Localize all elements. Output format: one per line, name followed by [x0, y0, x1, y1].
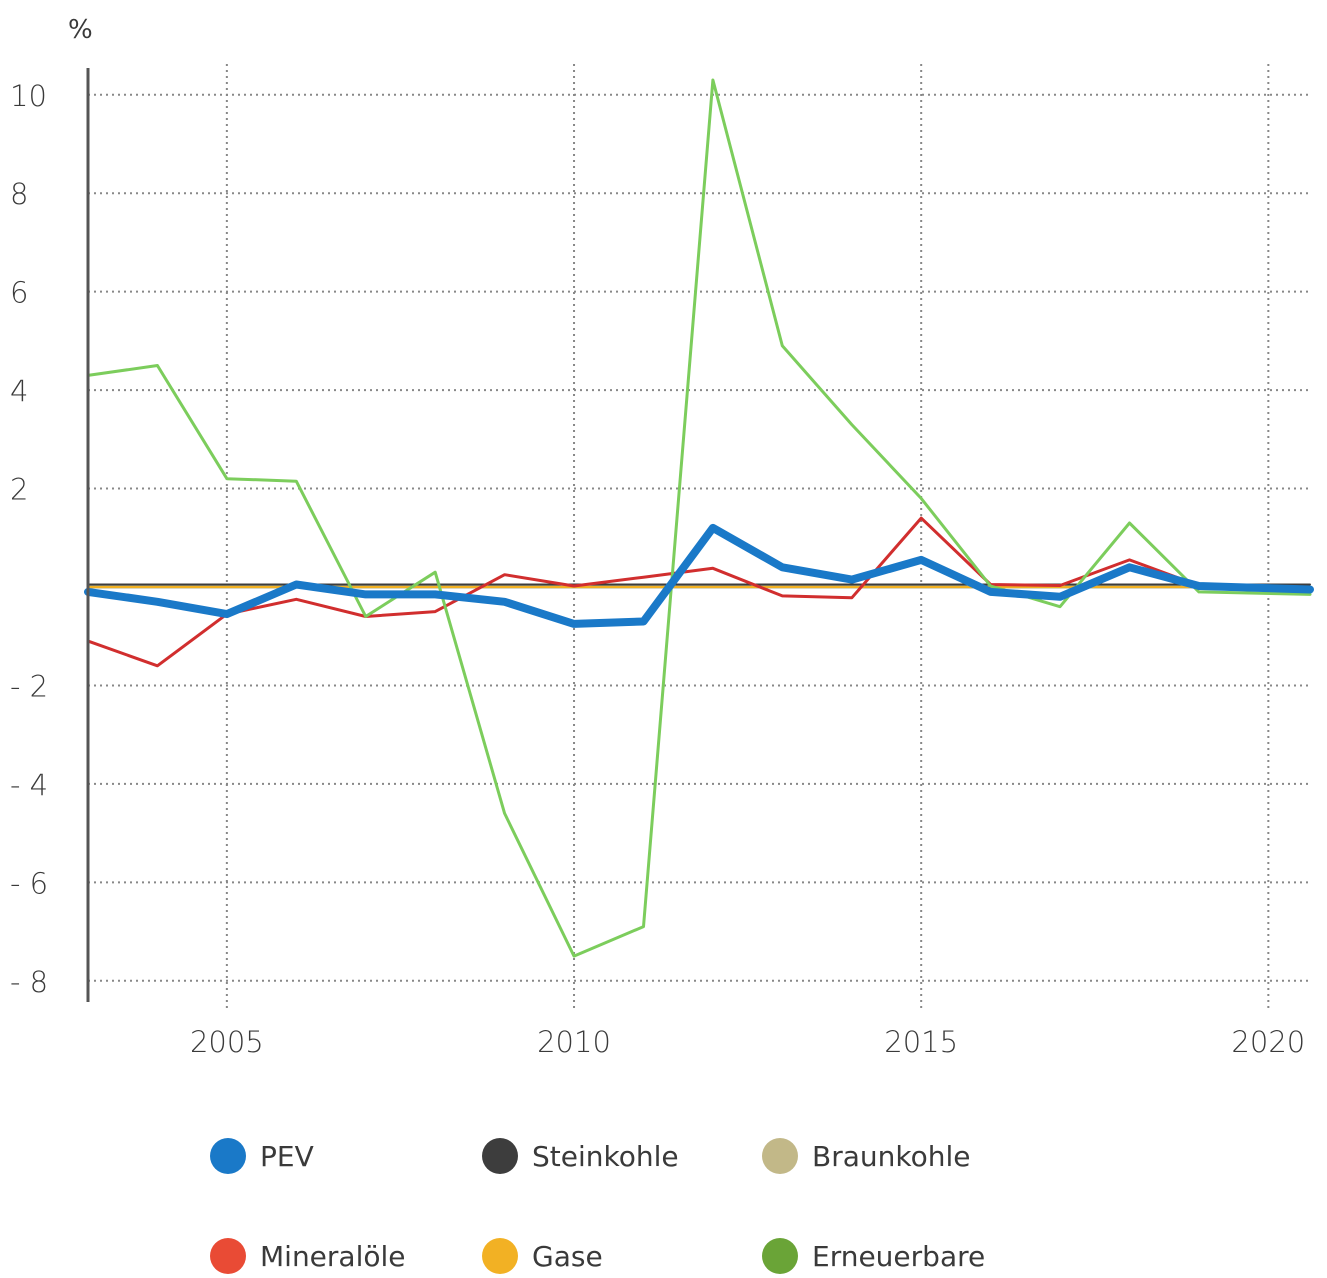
- legend-swatch: [762, 1238, 798, 1274]
- y-tick-label: 8: [10, 177, 28, 211]
- legend-label: Steinkohle: [532, 1139, 679, 1173]
- legend-label: Gase: [532, 1239, 603, 1273]
- y-tick-label: - 4: [10, 768, 48, 802]
- x-tick-labels: 2005 2010 2015 2020: [190, 1025, 1305, 1059]
- legend-swatch: [482, 1138, 518, 1174]
- grid: [88, 64, 1310, 1008]
- x-tick-label: 2005: [190, 1025, 264, 1059]
- legend-swatch: [210, 1138, 246, 1174]
- y-tick-label: 4: [10, 374, 28, 408]
- legend-label: Mineralöle: [260, 1239, 406, 1273]
- legend-swatch: [210, 1238, 246, 1274]
- series-line-pev: [84, 523, 1314, 628]
- legend-swatch: [762, 1138, 798, 1174]
- y-tick-label: - 6: [10, 866, 48, 900]
- legend-item-mineralöle: Mineralöle: [210, 1234, 406, 1278]
- legend-item-steinkohle: Steinkohle: [482, 1134, 679, 1178]
- legend-label: Erneuerbare: [812, 1239, 986, 1273]
- x-tick-label: 2015: [884, 1025, 958, 1059]
- series-line-erneuerbare: [86, 78, 1312, 958]
- legend-label: PEV: [260, 1139, 314, 1173]
- y-unit-label: %: [68, 15, 93, 45]
- x-tick-label: 2010: [537, 1025, 611, 1059]
- y-tick-labels: 10 8 6 4 2 - 2 - 4 - 6 - 8: [10, 79, 48, 999]
- y-tick-label: 2: [10, 473, 28, 507]
- legend-item-gase: Gase: [482, 1234, 603, 1278]
- legend: PEV Steinkohle Braunkohle Mineralöle Gase Ern…: [210, 1130, 1210, 1274]
- legend-item-pev: PEV: [210, 1134, 314, 1178]
- y-tick-label: - 8: [10, 965, 48, 999]
- x-tick-label: 2020: [1231, 1025, 1305, 1059]
- legend-label: Braunkohle: [812, 1139, 971, 1173]
- y-tick-label: - 2: [10, 669, 48, 703]
- legend-swatch: [482, 1238, 518, 1274]
- legend-item-braunkohle: Braunkohle: [762, 1134, 970, 1178]
- y-tick-label: 6: [10, 276, 28, 310]
- series-lines: [84, 78, 1314, 958]
- y-tick-label: 10: [10, 79, 47, 113]
- legend-item-erneuerbare: Erneuerbare: [762, 1234, 985, 1278]
